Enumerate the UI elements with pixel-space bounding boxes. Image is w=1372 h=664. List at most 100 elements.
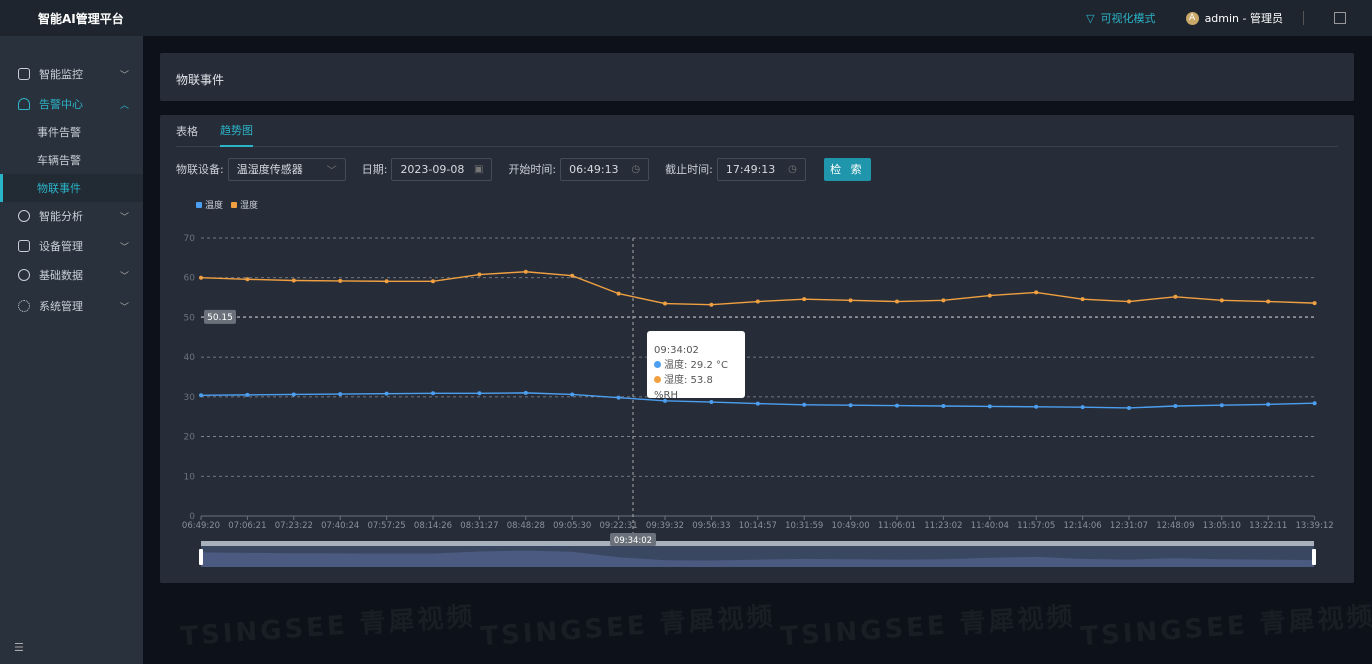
visual-mode-button[interactable]: ▽ 可视化模式 [1086, 10, 1155, 26]
sidebar-subitem-iot-event[interactable]: 物联事件 [0, 174, 143, 202]
data-point [755, 299, 760, 304]
x-tick-label: 11:06:01 [878, 521, 916, 531]
data-point [384, 279, 389, 284]
data-point [663, 398, 667, 403]
x-tick-label: 11:40:04 [971, 521, 1009, 531]
end-time-label: 截止时间: [665, 163, 713, 176]
x-tick-label: 13:39:12 [1296, 521, 1334, 531]
sidebar-subitem-vehicle-alarm[interactable]: 车辆告警 [37, 154, 81, 167]
axis-pointer-y-badge [204, 309, 236, 324]
axis-pointer-y-label: 50.15 [207, 313, 233, 323]
sidebar-item-devices[interactable]: 设备管理 ﹀ [0, 232, 143, 260]
tab-table[interactable]: 表格 [176, 124, 198, 138]
camera-icon [18, 240, 30, 252]
data-point [431, 279, 435, 284]
content-panel: 表格 趋势图 物联设备: 温湿度传感器 ﹀ 日期: 2023-09-08 ▣ 开始时… [160, 115, 1354, 583]
x-tick-label: 07:57:25 [368, 521, 406, 531]
label: 基础数据 [39, 269, 83, 282]
x-tick-label: 12:14:06 [1064, 521, 1102, 531]
data-point [1173, 403, 1178, 408]
data-point [1173, 294, 1178, 299]
data-point [802, 402, 807, 407]
start-time-picker[interactable]: 06:49:13 ◷ [560, 157, 650, 181]
compass-icon [18, 269, 30, 281]
chart-tooltip: 09:34:02 温度: 29.2 °C 湿度: 53.8 %RH [647, 331, 745, 401]
date-value: 2023-09-08 [400, 162, 465, 176]
data-point [1219, 403, 1224, 408]
x-tick-label: 09:39:32 [646, 521, 684, 531]
filter-bar: 物联设备: 温湿度传感器 ﹀ 日期: 2023-09-08 ▣ 开始时间: 06:4… [176, 157, 871, 181]
x-tick-label: 12:48:09 [1156, 521, 1194, 531]
end-time-picker[interactable]: 17:49:13 ◷ [716, 157, 806, 181]
data-point [987, 404, 992, 409]
legend-item-temperature[interactable]: 温度 [196, 198, 223, 211]
sidebar: 智能监控 ﹀ 告警中心 ︿ 事件告警 车辆告警 物联事件 智能分析 ﹀ 设备管理 ﹀ 基… [0, 36, 143, 664]
data-point [431, 391, 435, 396]
data-point [1266, 402, 1271, 407]
data-point [895, 403, 899, 408]
data-point [616, 395, 621, 400]
chevron-down-icon: ﹀ [119, 271, 129, 282]
sidebar-subitem-event-alarm[interactable]: 事件告警 [37, 126, 81, 139]
tab-trend[interactable]: 趋势图 [220, 115, 253, 147]
device-select[interactable]: 温湿度传感器 ﹀ [227, 157, 346, 181]
data-zoom-handle-right [1312, 549, 1316, 565]
data-point [570, 392, 575, 397]
tabs: 表格 趋势图 [176, 115, 1338, 147]
logout-icon[interactable] [1334, 12, 1346, 24]
data-point [709, 302, 714, 307]
x-tick-label: 08:14:26 [414, 521, 452, 531]
label: 智能分析 [39, 210, 83, 223]
data-point [1034, 404, 1039, 409]
data-point [709, 400, 714, 405]
data-zoom-handle-left [199, 549, 203, 565]
data-point [291, 392, 296, 397]
x-tick-label: 10:49:00 [832, 521, 870, 531]
sidebar-item-base-data[interactable]: 基础数据 ﹀ [0, 261, 143, 289]
avatar: A [1185, 11, 1199, 25]
data-point [1266, 299, 1271, 304]
visual-mode-label: 可视化模式 [1100, 12, 1156, 25]
x-tick-label: 13:05:10 [1203, 521, 1241, 531]
start-time-label: 开始时间: [508, 163, 557, 176]
chevron-down-icon: ﹀ [119, 302, 129, 313]
collapse-menu-icon[interactable]: ☰ [14, 641, 24, 654]
sidebar-item-analysis[interactable]: 智能分析 ﹀ [0, 202, 143, 230]
data-point [199, 393, 203, 398]
data-point [616, 291, 621, 296]
x-tick-label: 08:31:27 [460, 521, 498, 531]
data-point [663, 301, 667, 306]
chevron-down-icon: ﹀ [326, 165, 337, 177]
sidebar-item-system[interactable]: 系统管理 ﹀ [0, 292, 143, 320]
date-picker[interactable]: 2023-09-08 ▣ [391, 157, 493, 181]
data-point [477, 272, 482, 277]
data-point [199, 275, 203, 280]
chevron-down-icon: ﹀ [119, 212, 129, 223]
chevron-up-icon: ︿ [119, 100, 129, 111]
data-point [987, 293, 992, 298]
page-title: 物联事件 [160, 53, 1354, 101]
sidebar-item-alarm-center[interactable]: 告警中心 ︿ [0, 90, 143, 118]
chevron-down-icon: ﹀ [119, 242, 129, 253]
data-point [941, 403, 946, 408]
data-point [1127, 405, 1131, 410]
legend-item-humidity[interactable]: 湿度 [231, 198, 258, 211]
data-point [245, 277, 250, 282]
sidebar-item-monitor[interactable]: 智能监控 ﹀ [0, 60, 143, 88]
start-time-value: 06:49:13 [569, 162, 619, 176]
tooltip-temp: 温度: 29.2 °C [664, 360, 728, 371]
monitor-icon [18, 68, 30, 80]
data-point [755, 401, 760, 406]
x-tick-label: 07:23:22 [275, 521, 313, 531]
x-tick-label: 13:22:11 [1249, 521, 1287, 531]
tooltip-hum: 湿度: 53.8 %RH [654, 375, 713, 401]
tooltip-time: 09:34:02 [654, 345, 699, 356]
data-point [1127, 299, 1131, 304]
data-point [338, 392, 343, 397]
data-point [570, 273, 575, 278]
label: 设备管理 [39, 240, 83, 253]
search-button[interactable]: 检 索 [823, 157, 871, 181]
